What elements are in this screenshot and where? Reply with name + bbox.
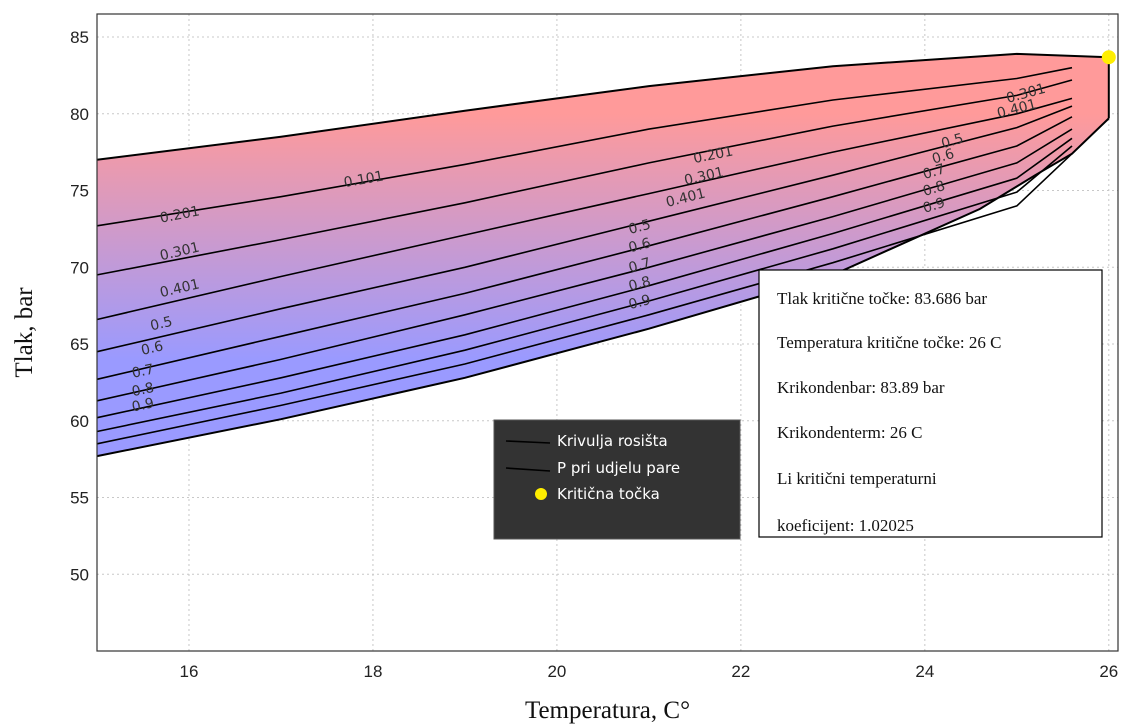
y-tick-label: 85 (70, 28, 89, 47)
quality-line-label: 0.5 (940, 131, 966, 152)
quality-line (96, 116, 1073, 381)
legend-entry-dew-curve: Krivulja rosišta (557, 432, 668, 450)
quality-line-label-text: 0.8 (627, 274, 653, 295)
info-critical-temperature: Temperatura kritične točke: 26 C (777, 333, 1001, 352)
quality-line-label-text: 0.9 (130, 395, 155, 415)
quality-line-label: 0.8 (921, 178, 947, 200)
quality-line-label-text: 0.201 (159, 203, 201, 226)
quality-line-label: 0.9 (130, 395, 155, 415)
quality-line-label: 0.8 (130, 380, 155, 400)
y-axis-title: Tlak, bar (11, 287, 38, 378)
info-cricondenbar: Krikondenbar: 83.89 bar (777, 378, 945, 397)
region-fill (97, 53, 1109, 457)
quality-line-label-text: 0.5 (149, 314, 174, 335)
quality-line (96, 137, 1073, 419)
x-tick-label: 24 (915, 662, 934, 681)
critical-point-marker (1101, 50, 1116, 65)
x-tick-label: 26 (1099, 662, 1118, 681)
quality-line-label-text: 0.9 (921, 195, 947, 217)
critical-point (1101, 50, 1116, 65)
legend-background (493, 419, 741, 540)
quality-line-label-text: 0.8 (130, 380, 155, 400)
quality-line-label: 0.8 (627, 274, 653, 295)
plot-frame (96, 13, 1119, 652)
quality-line-label-text: 0.6 (930, 146, 956, 168)
x-tick-label: 16 (180, 662, 199, 681)
quality-line-label-text: 0.5 (940, 131, 966, 152)
quality-line-label-text: 0.5 (627, 217, 653, 238)
legend-marker-critical-point (535, 488, 547, 500)
quality-line (96, 153, 1073, 445)
legend-entry-critical-point: Kritična točka (557, 485, 660, 503)
y-tick-label: 60 (70, 412, 89, 431)
quality-line-label-text: 0.7 (627, 255, 653, 276)
dew-curve (96, 52, 1109, 161)
quality-line-label: 0.7 (627, 255, 653, 276)
quality-line-label: 0.6 (627, 235, 653, 256)
info-li-coefficient-line2: koeficijent: 1.02025 (777, 516, 914, 535)
quality-line (96, 128, 1073, 402)
x-tick-label: 22 (731, 662, 750, 681)
y-tick-label: 75 (70, 182, 89, 201)
info-box: Tlak kritične točke: 83.686 bar Temperat… (758, 269, 1103, 538)
legend-entry-quality-line: P pri udjelu pare (557, 459, 680, 477)
legend-marker-quality-line (505, 467, 551, 472)
quality-line-label-text: 0.201 (692, 143, 734, 167)
info-box-background (758, 269, 1103, 538)
quality-line-label-text: 0.8 (921, 178, 947, 200)
x-axis-title: Temperatura, C° (525, 697, 690, 724)
x-axis-ticks: 16 18 20 22 24 26 (180, 662, 1119, 681)
y-tick-label: 55 (70, 489, 89, 508)
quality-line-label-text: 0.101 (343, 168, 385, 191)
info-cricondentherm: Krikondenterm: 26 C (777, 423, 922, 442)
quality-line-label: 0.201 (692, 143, 734, 167)
quality-line-label: 0.7 (921, 161, 947, 183)
y-axis-ticks: 50 55 60 65 70 75 80 85 (70, 28, 89, 584)
quality-line-label: 0.9 (921, 195, 947, 217)
info-critical-pressure: Tlak kritične točke: 83.686 bar (777, 289, 987, 308)
legend: Krivulja rosišta P pri udjelu pare Kriti… (493, 419, 741, 540)
quality-line (96, 97, 1073, 321)
quality-line-label: 0.6 (930, 146, 956, 168)
quality-line (96, 79, 1073, 276)
y-tick-label: 50 (70, 565, 89, 584)
two-phase-region (97, 53, 1109, 457)
x-tick-label: 20 (547, 662, 566, 681)
quality-line-label-text: 0.7 (921, 161, 947, 183)
quality-line-label: 0.101 (343, 168, 385, 191)
quality-line-label: 0.7 (130, 361, 155, 381)
quality-line-label-text: 0.6 (627, 235, 653, 256)
quality-line-label: 0.9 (627, 292, 653, 313)
quality-line-label: 0.201 (159, 203, 201, 226)
quality-line-label: 0.5 (149, 314, 174, 335)
legend-marker-dew-curve (505, 440, 551, 444)
quality-line (96, 66, 1073, 227)
y-tick-label: 65 (70, 335, 89, 354)
info-li-coefficient-line1: Li kritični temperaturni (777, 469, 937, 488)
quality-line (96, 145, 1073, 433)
quality-line-label-text: 0.7 (130, 361, 155, 381)
quality-line-label: 0.5 (627, 217, 653, 238)
y-tick-label: 70 (70, 258, 89, 277)
quality-lines (96, 66, 1073, 445)
x-tick-label: 18 (363, 662, 382, 681)
quality-line (96, 105, 1073, 353)
y-tick-label: 80 (70, 105, 89, 124)
quality-line-label: 0.6 (140, 338, 165, 359)
quality-line-label-text: 0.6 (140, 338, 165, 359)
quality-line-label-text: 0.9 (627, 292, 653, 313)
